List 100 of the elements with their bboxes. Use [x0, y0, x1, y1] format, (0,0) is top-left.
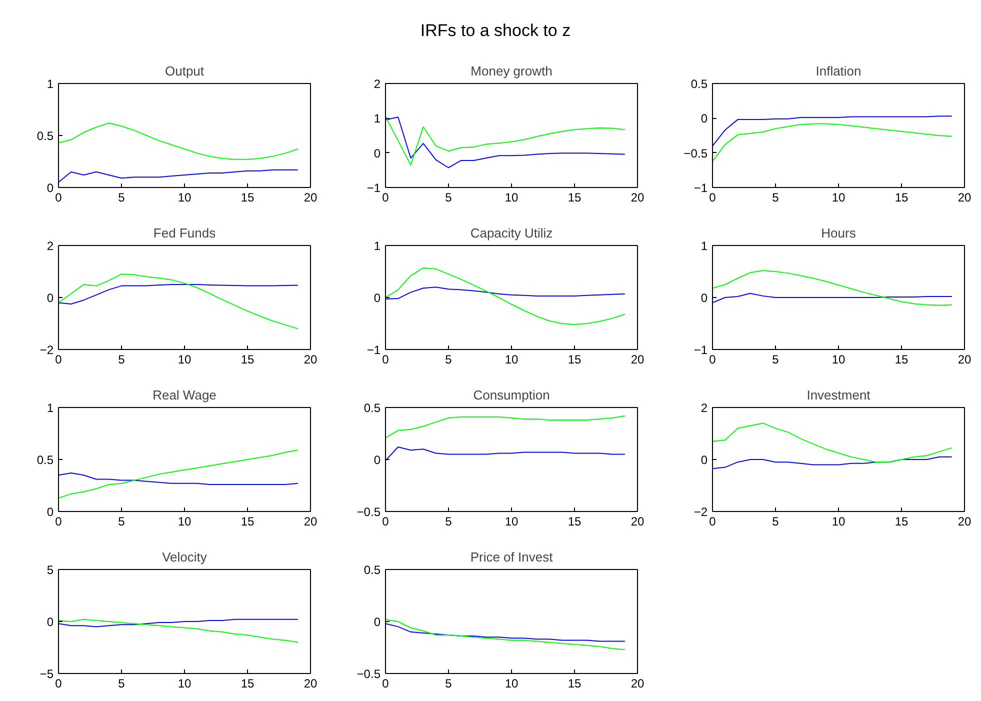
x-tick-label: 10 — [504, 514, 518, 528]
chart-title: Price of Invest — [470, 550, 554, 564]
x-tick-label: 0 — [382, 514, 390, 528]
x-tick-label: 10 — [178, 676, 192, 690]
chart-title: Fed Funds — [153, 226, 216, 240]
x-tick-label: 0 — [55, 514, 62, 528]
x-tick-label: 0 — [382, 190, 390, 204]
x-tick-label: 5 — [445, 352, 452, 366]
x-tick-label: 15 — [240, 352, 254, 366]
y-tick-label: 5 — [46, 563, 54, 577]
text: IRFs to a shock to z — [420, 20, 571, 42]
x-tick-label: 20 — [630, 190, 644, 204]
x-tick-label: 0 — [382, 676, 390, 690]
y-tick-label: 0 — [700, 112, 708, 126]
y-tick-label: 0.5 — [364, 401, 381, 415]
y-tick-label: 1 — [46, 401, 54, 415]
x-tick-label: 20 — [304, 676, 318, 690]
x-tick-label: 20 — [630, 676, 644, 690]
y-tick-label: 0 — [46, 181, 54, 195]
x-tick-label: 10 — [832, 352, 846, 366]
x-tick-label: 5 — [445, 190, 452, 204]
chart-title: Output — [164, 64, 204, 78]
x-tick-label: 20 — [958, 352, 972, 366]
x-tick-label: 10 — [832, 190, 846, 204]
x-tick-label: 20 — [630, 514, 644, 528]
y-tick-label: 2 — [374, 77, 381, 91]
x-tick-label: 15 — [894, 514, 908, 528]
y-tick-label: 0 — [700, 291, 708, 305]
y-tick-label: −2 — [40, 343, 54, 357]
x-tick-label: 15 — [568, 352, 582, 366]
x-tick-label: 15 — [894, 352, 908, 366]
y-tick-label: 0 — [374, 615, 381, 629]
x-tick-label: 10 — [178, 514, 192, 528]
x-tick-label: 0 — [55, 190, 62, 204]
y-tick-label: −1 — [366, 343, 381, 357]
x-tick-label: 5 — [772, 352, 780, 366]
y-tick-label: −1 — [694, 181, 708, 195]
y-tick-label: 0.5 — [36, 453, 54, 467]
x-tick-label: 5 — [445, 676, 452, 690]
chart-title: Inflation — [816, 64, 862, 78]
x-tick-label: 15 — [568, 190, 582, 204]
x-tick-label: 10 — [832, 514, 846, 528]
chart-title: Real Wage — [152, 388, 216, 402]
y-tick-label: −0.5 — [684, 146, 708, 160]
y-tick-label: −0.5 — [356, 505, 381, 519]
x-tick-label: 10 — [178, 190, 192, 204]
y-tick-label: 0 — [46, 291, 54, 305]
y-tick-label: 0 — [700, 453, 708, 467]
y-tick-label: 1 — [700, 239, 708, 253]
x-tick-label: 15 — [240, 676, 254, 690]
x-tick-label: 5 — [118, 352, 126, 366]
x-tick-label: 20 — [304, 352, 318, 366]
y-tick-label: 2 — [46, 239, 54, 253]
y-tick-label: 0.5 — [690, 77, 708, 91]
y-tick-label: 0 — [46, 505, 54, 519]
y-tick-label: −1 — [366, 181, 381, 195]
chart-title: Money growth — [470, 64, 552, 78]
x-tick-label: 20 — [304, 514, 318, 528]
y-tick-label: −5 — [40, 667, 54, 681]
x-tick-label: 0 — [382, 352, 390, 366]
x-tick-label: 10 — [504, 190, 518, 204]
y-tick-label: 0 — [374, 453, 381, 467]
x-tick-label: 10 — [504, 676, 518, 690]
x-tick-label: 5 — [445, 514, 452, 528]
x-tick-label: 5 — [772, 514, 780, 528]
x-tick-label: 20 — [958, 190, 972, 204]
x-tick-label: 15 — [894, 190, 908, 204]
y-tick-label: −0.5 — [356, 667, 381, 681]
y-tick-label: 0.5 — [364, 563, 381, 577]
y-tick-label: 1 — [374, 239, 381, 253]
x-tick-label: 0 — [709, 190, 716, 204]
x-tick-label: 0 — [709, 352, 716, 366]
x-tick-label: 5 — [118, 190, 126, 204]
x-tick-label: 5 — [118, 514, 126, 528]
x-tick-label: 0 — [55, 676, 62, 690]
x-tick-label: 0 — [709, 514, 716, 528]
chart-title: Velocity — [162, 550, 208, 564]
x-tick-label: 5 — [772, 190, 780, 204]
x-tick-label: 10 — [178, 352, 192, 366]
chart-title: Capacity Utiliz — [470, 226, 553, 240]
chart-title: Investment — [806, 388, 871, 402]
x-tick-label: 10 — [504, 352, 518, 366]
y-tick-label: 0 — [46, 615, 54, 629]
chart-title: Consumption — [473, 388, 550, 402]
x-tick-label: 15 — [240, 190, 254, 204]
y-tick-label: 2 — [700, 401, 708, 415]
y-tick-label: 0.5 — [36, 129, 54, 143]
y-tick-label: 0 — [374, 146, 381, 160]
y-tick-label: −2 — [694, 505, 708, 519]
x-tick-label: 15 — [568, 676, 582, 690]
x-tick-label: 20 — [958, 514, 972, 528]
x-tick-label: 15 — [568, 514, 582, 528]
chart-title: Hours — [821, 226, 856, 240]
x-tick-label: 20 — [630, 352, 644, 366]
x-tick-label: 5 — [118, 676, 126, 690]
y-tick-label: 1 — [374, 112, 381, 126]
x-tick-label: 15 — [240, 514, 254, 528]
x-tick-label: 20 — [304, 190, 318, 204]
y-tick-label: −1 — [694, 343, 708, 357]
x-tick-label: 0 — [55, 352, 62, 366]
